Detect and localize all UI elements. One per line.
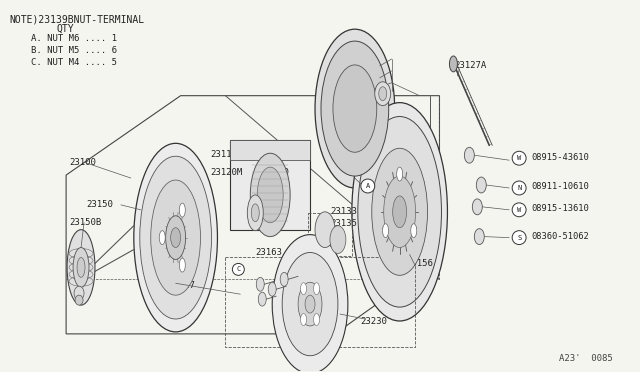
Ellipse shape (159, 231, 165, 244)
Text: 08915-13610: 08915-13610 (531, 204, 589, 213)
Ellipse shape (384, 176, 415, 247)
Ellipse shape (301, 314, 307, 326)
Circle shape (512, 203, 526, 217)
Ellipse shape (375, 82, 390, 106)
Ellipse shape (280, 272, 288, 286)
Ellipse shape (476, 177, 486, 193)
Ellipse shape (315, 29, 395, 188)
Text: 23120N: 23120N (338, 80, 370, 89)
Ellipse shape (397, 167, 403, 181)
Text: 23120M: 23120M (211, 168, 243, 177)
Text: 23230: 23230 (360, 317, 387, 326)
Text: NOTE)23139BNUT-TERMINAL: NOTE)23139BNUT-TERMINAL (10, 14, 145, 24)
Ellipse shape (358, 116, 442, 307)
Text: 23156: 23156 (406, 259, 433, 269)
Ellipse shape (472, 199, 483, 215)
Ellipse shape (301, 283, 307, 295)
Ellipse shape (247, 195, 263, 231)
Ellipse shape (252, 204, 259, 222)
Ellipse shape (314, 314, 319, 326)
Bar (308, 213, 352, 256)
Text: W: W (517, 155, 521, 161)
Ellipse shape (268, 282, 276, 296)
Circle shape (361, 179, 375, 193)
Ellipse shape (393, 196, 406, 228)
Ellipse shape (383, 224, 388, 238)
Ellipse shape (77, 257, 85, 277)
Text: W: W (517, 207, 521, 213)
Text: A. NUT M6 .... 1: A. NUT M6 .... 1 (31, 34, 117, 43)
Text: A23'  0085: A23' 0085 (559, 354, 612, 363)
Ellipse shape (372, 148, 428, 275)
Bar (230, 140, 310, 160)
Ellipse shape (67, 230, 95, 305)
Text: 23135: 23135 (330, 219, 357, 228)
Ellipse shape (352, 103, 447, 321)
Text: 23108: 23108 (350, 68, 377, 77)
Text: 23127A: 23127A (454, 61, 486, 70)
Ellipse shape (333, 65, 377, 152)
Text: 23133: 23133 (330, 207, 357, 216)
Text: A: A (365, 183, 370, 189)
Ellipse shape (257, 167, 283, 223)
Ellipse shape (140, 156, 211, 319)
Ellipse shape (465, 147, 474, 163)
Ellipse shape (134, 143, 218, 332)
Text: 08915-43610: 08915-43610 (531, 153, 589, 162)
Ellipse shape (321, 41, 388, 176)
Text: 23200: 23200 (262, 168, 289, 177)
Text: 23163: 23163 (255, 247, 282, 257)
Ellipse shape (74, 286, 84, 300)
Text: C. NUT M4 .... 5: C. NUT M4 .... 5 (31, 58, 117, 67)
Text: B. NUT M5 .... 6: B. NUT M5 .... 6 (31, 46, 117, 55)
Text: 23100: 23100 (69, 158, 96, 167)
Text: 23150: 23150 (86, 200, 113, 209)
Ellipse shape (171, 228, 180, 247)
Ellipse shape (379, 87, 387, 101)
Ellipse shape (179, 258, 186, 272)
Ellipse shape (272, 235, 348, 372)
Text: 23150B: 23150B (69, 218, 101, 227)
Ellipse shape (250, 153, 290, 237)
Ellipse shape (298, 282, 322, 326)
Text: 23127: 23127 (169, 281, 196, 290)
Ellipse shape (179, 203, 186, 217)
Circle shape (232, 263, 244, 275)
Circle shape (512, 231, 526, 244)
Text: 08911-10610: 08911-10610 (531, 183, 589, 192)
Ellipse shape (151, 180, 200, 295)
Ellipse shape (259, 292, 266, 306)
Ellipse shape (282, 253, 338, 356)
Ellipse shape (75, 295, 83, 305)
Text: N: N (517, 185, 521, 191)
Ellipse shape (305, 295, 315, 313)
Circle shape (512, 151, 526, 165)
Ellipse shape (166, 216, 186, 259)
Ellipse shape (315, 212, 335, 247)
Ellipse shape (330, 226, 346, 253)
Bar (225, 257, 415, 347)
Ellipse shape (73, 247, 89, 287)
Ellipse shape (474, 229, 484, 244)
Circle shape (512, 181, 526, 195)
Text: C: C (236, 266, 241, 272)
Ellipse shape (256, 277, 264, 291)
Text: S: S (517, 235, 521, 241)
Text: 23118: 23118 (211, 150, 237, 159)
Text: 23102: 23102 (350, 56, 377, 65)
Ellipse shape (314, 283, 319, 295)
Bar (230, 140, 310, 230)
Ellipse shape (449, 56, 458, 72)
Text: QTY: QTY (56, 24, 74, 34)
Text: 08360-51062: 08360-51062 (531, 232, 589, 241)
Ellipse shape (411, 224, 417, 238)
